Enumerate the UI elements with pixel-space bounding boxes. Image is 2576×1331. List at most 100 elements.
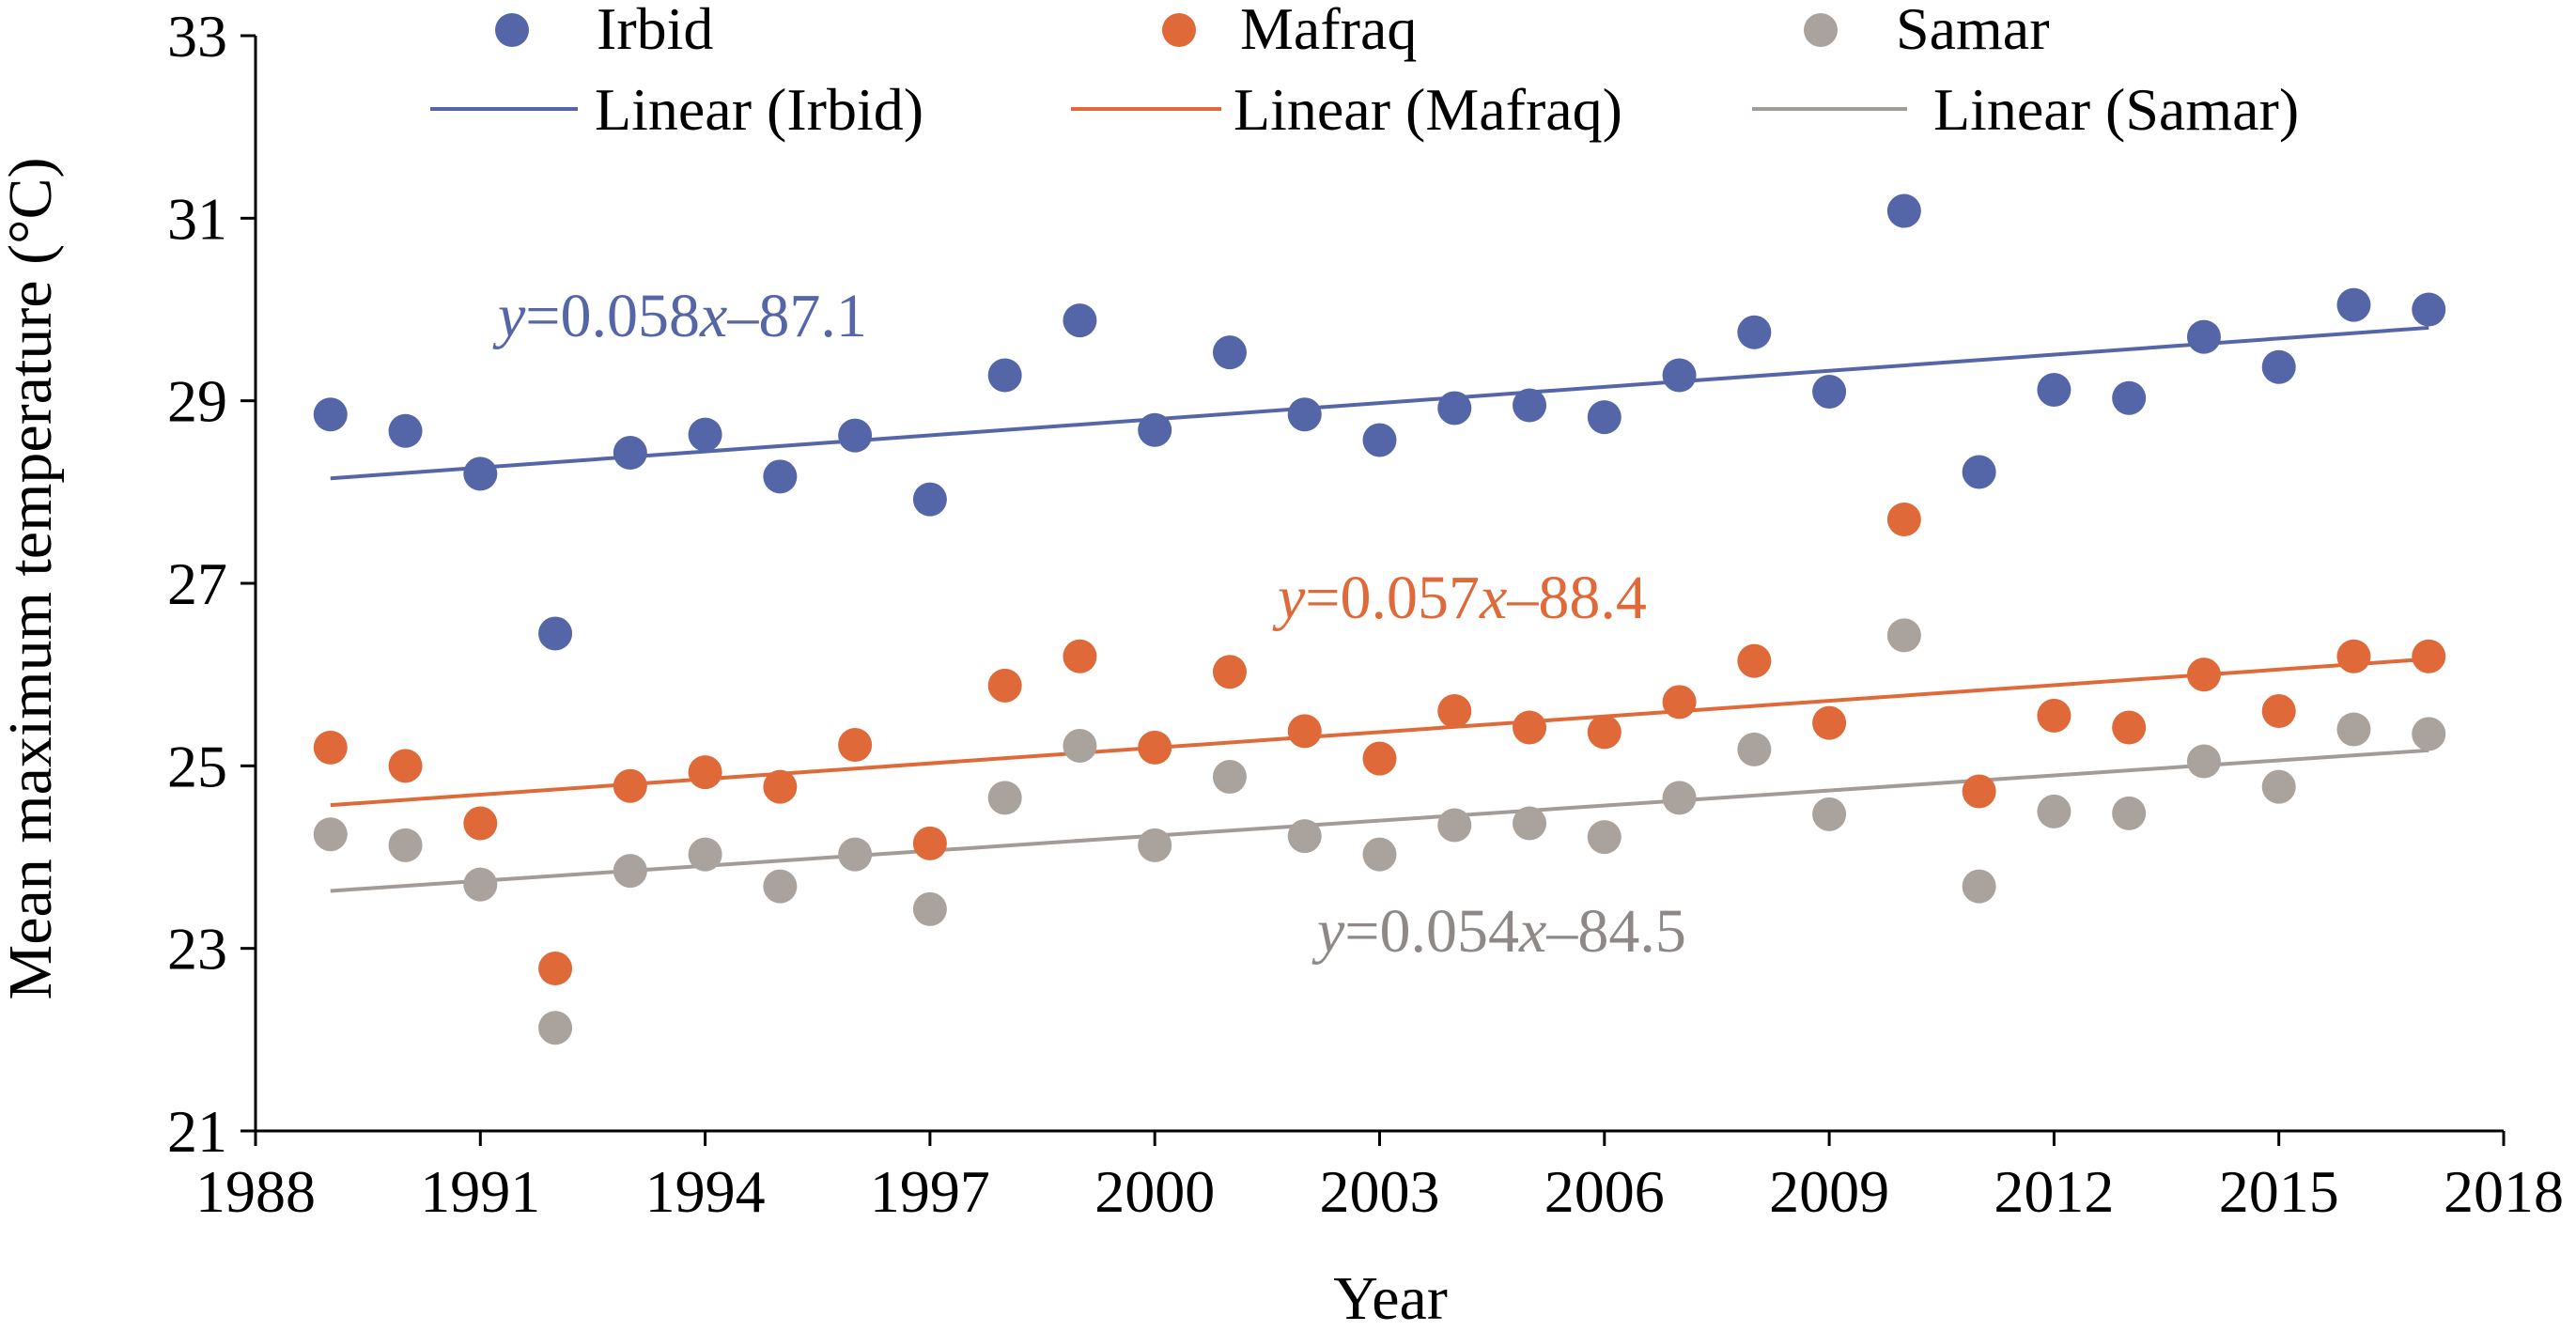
point-irbid	[688, 417, 722, 452]
equation-variable: x	[699, 282, 727, 350]
point-irbid	[2261, 349, 2296, 384]
point-samar	[1737, 732, 1772, 766]
point-irbid	[1812, 374, 1847, 409]
point-samar	[313, 817, 348, 852]
point-mafraq	[1362, 741, 1397, 776]
legend-marker-irbid	[495, 13, 529, 47]
x-tick-label: 1991	[420, 1158, 540, 1225]
legend-marker-samar	[1804, 13, 1838, 47]
point-irbid	[2112, 380, 2147, 415]
point-samar	[2336, 712, 2371, 747]
point-samar	[987, 781, 1022, 815]
legend-label-samar: Samar	[1896, 0, 2050, 62]
point-irbid	[838, 418, 873, 453]
point-mafraq	[463, 806, 498, 841]
point-mafraq	[1962, 774, 1996, 809]
point-irbid	[2412, 292, 2446, 327]
point-samar	[538, 1011, 573, 1045]
point-mafraq	[1886, 502, 1921, 536]
x-tick-label: 1997	[870, 1158, 990, 1225]
point-samar	[1812, 797, 1847, 831]
equation-variable: y	[1311, 897, 1345, 966]
point-irbid	[1287, 397, 1322, 432]
point-irbid	[313, 397, 348, 432]
point-mafraq	[1513, 710, 1547, 745]
point-samar	[1886, 618, 1921, 653]
point-mafraq	[1212, 655, 1247, 689]
equation-samar: y=0.054x–84.5	[1311, 897, 1686, 966]
point-samar	[2037, 794, 2072, 828]
x-tick-label: 2015	[2219, 1158, 2339, 1225]
point-samar	[688, 837, 722, 872]
legend-marker-mafraq	[1162, 13, 1196, 47]
x-tick-label: 2009	[1769, 1158, 1889, 1225]
x-axis-title: Year	[1333, 1264, 1448, 1326]
y-tick-label: 31	[167, 185, 227, 252]
x-tick-label: 1994	[645, 1158, 766, 1225]
point-irbid	[2037, 373, 2072, 408]
trend-equations: y=0.058x–87.1y=0.057x–88.4y=0.054x–84.5	[492, 282, 1686, 966]
legend-trend-label-mafraq: Linear (Mafraq)	[1234, 76, 1622, 143]
point-mafraq	[388, 749, 423, 783]
point-mafraq	[1287, 714, 1322, 749]
point-mafraq	[613, 768, 647, 803]
y-tick-label: 23	[167, 916, 227, 983]
point-mafraq	[1437, 694, 1472, 729]
x-tick-label: 2018	[2444, 1158, 2564, 1225]
point-mafraq	[2261, 694, 2296, 729]
point-mafraq	[688, 755, 722, 790]
point-irbid	[2186, 319, 2221, 354]
point-mafraq	[1812, 705, 1847, 740]
equation-variable: x	[1479, 564, 1507, 632]
point-samar	[2412, 717, 2446, 751]
equation-text: –88.4	[1506, 564, 1647, 632]
point-samar	[1138, 828, 1172, 862]
x-tick-label: 2003	[1320, 1158, 1440, 1225]
point-mafraq	[1587, 715, 1622, 750]
equation-variable: y	[492, 282, 526, 350]
trend-line-mafraq	[330, 657, 2429, 808]
point-irbid	[1737, 315, 1772, 349]
point-samar	[1513, 806, 1547, 841]
point-irbid	[1212, 335, 1247, 370]
equation-text: –84.5	[1545, 897, 1686, 966]
x-tick-label: 2000	[1094, 1158, 1215, 1225]
x-tick-label: 2012	[1994, 1158, 2114, 1225]
equation-variable: y	[1272, 564, 1306, 632]
point-samar	[1287, 819, 1322, 854]
point-samar	[388, 828, 423, 862]
legend-label-mafraq: Mafraq	[1240, 0, 1417, 62]
point-mafraq	[2112, 710, 2147, 745]
point-irbid	[1513, 388, 1547, 423]
y-tick-label: 33	[167, 3, 227, 70]
equation-mafraq: y=0.057x–88.4	[1272, 564, 1647, 632]
equation-text: =0.054	[1344, 897, 1519, 966]
point-irbid	[538, 616, 573, 651]
data-points	[313, 193, 2446, 1045]
point-irbid	[1437, 391, 1472, 426]
point-irbid	[1362, 423, 1397, 457]
point-irbid	[1138, 412, 1172, 447]
point-mafraq	[2037, 698, 2072, 733]
equation-text: =0.057	[1305, 564, 1480, 632]
point-samar	[463, 867, 498, 902]
point-mafraq	[2186, 658, 2221, 692]
equation-text: =0.058	[525, 282, 700, 350]
point-samar	[763, 869, 798, 904]
point-irbid	[1662, 358, 1697, 393]
legend: Irbid Linear (Irbid) Mafraq Linear (Mafraq)…	[430, 0, 2299, 143]
point-irbid	[1962, 455, 1996, 489]
y-axis-title: Mean maximum temperature (°C)	[0, 158, 65, 1000]
point-irbid	[1587, 400, 1622, 435]
point-samar	[2112, 796, 2147, 830]
legend-label-irbid: Irbid	[597, 0, 713, 62]
point-irbid	[987, 358, 1022, 393]
point-samar	[613, 854, 647, 889]
point-mafraq	[912, 826, 947, 860]
point-samar	[912, 891, 947, 926]
y-tick-label: 29	[167, 368, 227, 435]
point-samar	[1063, 728, 1097, 763]
point-mafraq	[2336, 639, 2371, 673]
